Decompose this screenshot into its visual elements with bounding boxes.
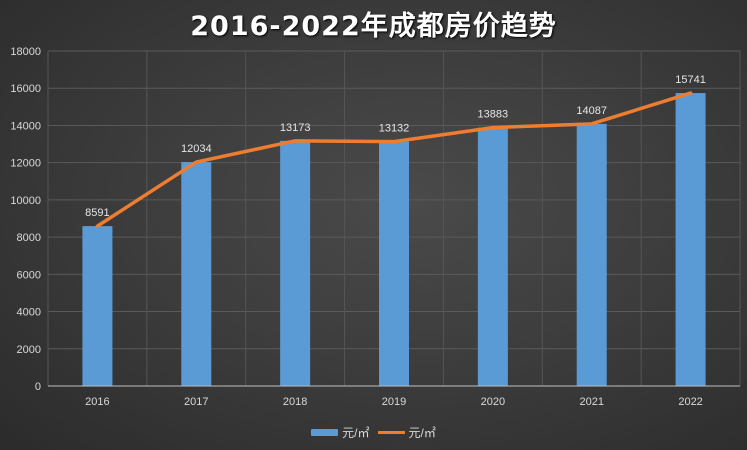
data-label: 13132 (379, 123, 410, 135)
y-axis-tick-label: 2000 (17, 344, 41, 356)
bar-2019 (379, 141, 409, 386)
chart-legend: 元/㎡ 元/㎡ (0, 424, 747, 441)
x-axis-tick-label: 2018 (283, 396, 307, 408)
x-axis-tick-label: 2022 (678, 396, 702, 408)
x-axis-tick-label: 2019 (382, 396, 406, 408)
data-label: 13883 (478, 109, 509, 121)
y-axis-tick-label: 6000 (17, 269, 41, 281)
legend-label-line: 元/㎡ (408, 426, 436, 440)
x-axis-tick-label: 2017 (184, 396, 208, 408)
legend-item-line[interactable]: 元/㎡ (377, 424, 436, 441)
y-axis-tick-label: 16000 (10, 83, 41, 95)
trend-line (95, 91, 693, 228)
x-axis-tick-label: 2016 (85, 396, 109, 408)
bar-swatch-icon (311, 429, 339, 436)
y-axis-tick-label: 12000 (10, 158, 41, 170)
x-axis-tick-label: 2021 (579, 396, 603, 408)
bar-2016 (82, 226, 113, 386)
x-axis-tick-label: 2020 (481, 396, 505, 408)
data-label: 14087 (576, 105, 607, 117)
y-axis-tick-label: 8000 (17, 232, 41, 244)
data-label: 13173 (280, 122, 311, 134)
bar-2018 (280, 140, 311, 386)
chart-title: 2016-2022年成都房价趋势 (190, 11, 557, 42)
y-axis-tick-label: 10000 (10, 195, 41, 207)
bar-2022 (675, 93, 706, 386)
data-label: 15741 (675, 74, 706, 86)
y-axis-tick-label: 4000 (17, 307, 41, 319)
data-label: 8591 (85, 207, 109, 219)
line-swatch-icon (377, 431, 405, 434)
legend-label-bar: 元/㎡ (342, 426, 370, 440)
bar-2020 (477, 127, 508, 386)
y-axis-tick-label: 18000 (10, 46, 41, 58)
bar-2017 (181, 162, 212, 386)
y-axis-tick-label: 0 (35, 381, 41, 393)
bar-2021 (576, 123, 607, 386)
data-label: 12034 (181, 143, 212, 155)
legend-item-bar[interactable]: 元/㎡ (311, 424, 370, 441)
y-axis-tick-label: 14000 (10, 120, 41, 132)
